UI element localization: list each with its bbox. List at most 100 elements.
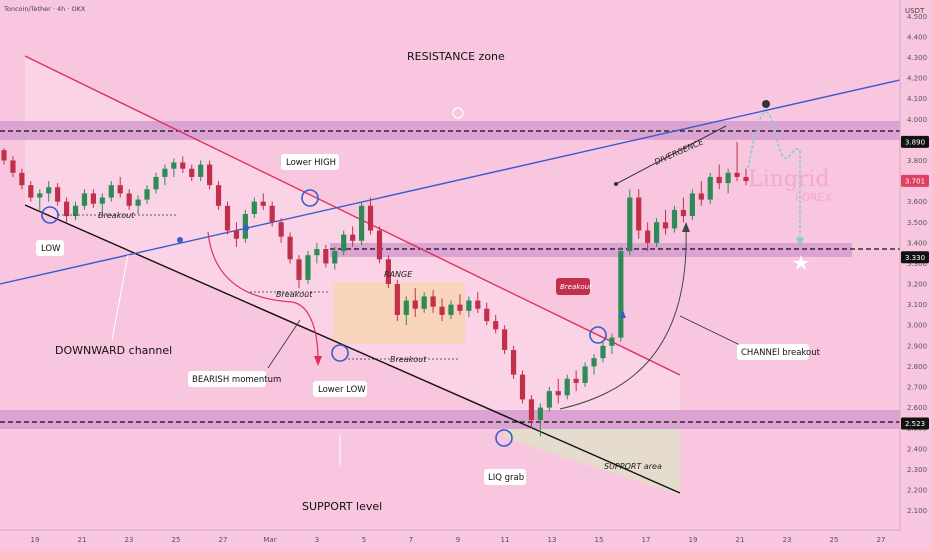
x-tick-label: 7 xyxy=(409,536,413,544)
touch-point-1 xyxy=(177,237,183,243)
y-tick-label: 3.000 xyxy=(907,322,927,330)
projection-path xyxy=(747,111,801,242)
y-tick-label: 2.100 xyxy=(907,507,927,515)
candle-body xyxy=(46,187,52,194)
x-tick-label: 19 xyxy=(31,536,40,544)
candle-body xyxy=(707,176,713,200)
pill-lower-low: Lower LOW xyxy=(313,381,367,397)
x-axis-ticks: 19 21 23 25 27 Mar 3 5 7 9 11 13 15 17 19 21 23 25 27 xyxy=(31,536,886,544)
y-tick-label: 2.900 xyxy=(907,342,927,350)
divergence-line xyxy=(615,125,727,185)
x-axis-panel[interactable] xyxy=(0,530,932,550)
candle-body xyxy=(108,185,114,198)
y-tick-label: 3.200 xyxy=(907,281,927,289)
red-trendline[interactable] xyxy=(24,55,681,376)
candle-body xyxy=(314,249,320,256)
candle-body xyxy=(600,345,606,359)
blue-trendline[interactable] xyxy=(0,79,901,285)
pill-channel-breakout: CHANNEl breakout xyxy=(737,344,821,360)
mid-zone xyxy=(330,243,852,257)
candle-body xyxy=(171,162,177,169)
candle-body xyxy=(546,391,552,408)
candle-body xyxy=(698,193,704,200)
candle-body xyxy=(394,284,400,315)
x-tick-label: 9 xyxy=(456,536,460,544)
x-tick-label: 21 xyxy=(78,536,87,544)
breakout-label-1: Breakout xyxy=(98,211,135,220)
price-tag-label: 3.701 xyxy=(905,177,925,185)
pill-bearish-momentum: BEARISH momentum xyxy=(188,371,281,387)
pivot-breakout xyxy=(589,326,607,344)
pill-low: LOW xyxy=(36,240,64,256)
pivot-lower-low xyxy=(331,344,349,362)
candle-body xyxy=(367,205,374,231)
y-tick-label: 3.800 xyxy=(907,157,927,165)
downward-channel-label: DOWNWARD channel xyxy=(55,344,172,357)
candle-body xyxy=(448,304,454,315)
candle-body xyxy=(591,358,597,367)
candle-body xyxy=(385,259,392,285)
x-tick-label: 3 xyxy=(315,536,319,544)
y-tick-label: 2.800 xyxy=(907,363,927,371)
candle-body xyxy=(269,205,275,223)
watermark-sub: FOREX xyxy=(795,191,833,204)
candle-body xyxy=(63,201,70,217)
y-tick-label: 2.700 xyxy=(907,384,927,392)
x-tick-label: 5 xyxy=(362,536,366,544)
support-level-zone xyxy=(0,410,900,429)
candle-body xyxy=(117,185,123,194)
candle-body xyxy=(609,337,615,346)
candle-body xyxy=(215,185,222,206)
candle-body xyxy=(287,236,293,260)
candle-body xyxy=(412,300,418,309)
candle-body xyxy=(358,205,365,241)
candle-body xyxy=(421,296,427,309)
x-tick-label: 27 xyxy=(219,536,228,544)
candle-body xyxy=(350,234,356,241)
lower-low-text: Lower LOW xyxy=(318,385,366,395)
range-label: RANGE xyxy=(384,270,413,279)
price-tag-label: 3.330 xyxy=(905,254,925,262)
candle-body xyxy=(72,205,79,217)
candle-body xyxy=(582,366,588,383)
candle-body xyxy=(439,306,445,315)
channel-breakout-connector xyxy=(679,315,741,346)
x-tick-label: 19 xyxy=(689,536,698,544)
candle-body xyxy=(224,205,231,231)
projection-arrow-icon xyxy=(796,238,804,246)
candle-body xyxy=(251,201,257,215)
support-area-fill xyxy=(505,425,680,495)
y-tick-label: 3.600 xyxy=(907,198,927,206)
candle-body xyxy=(645,230,651,243)
candle-body xyxy=(180,162,186,169)
bearish-momentum-curve xyxy=(207,231,319,361)
y-tick-label: 3.100 xyxy=(907,301,927,309)
x-tick-label: 25 xyxy=(830,536,839,544)
candle-body xyxy=(662,222,669,229)
target-star-icon xyxy=(793,255,809,270)
candle-body xyxy=(305,255,311,280)
candle-body xyxy=(19,172,25,186)
candle-body xyxy=(555,391,561,396)
touch-point-2 xyxy=(243,225,249,231)
candle-body xyxy=(198,164,204,177)
x-tick-label: 11 xyxy=(501,536,510,544)
watermark-brand: Lingrid xyxy=(748,167,830,192)
candle-body xyxy=(573,378,579,383)
y-axis-panel[interactable] xyxy=(900,0,932,550)
candle-body xyxy=(466,300,472,311)
y-tick-label: 2.300 xyxy=(907,466,927,474)
candle-body xyxy=(332,251,338,264)
y-tick-label: 4.500 xyxy=(907,13,927,21)
y-tick-label: 3.300 xyxy=(907,260,927,268)
x-tick-label: Mar xyxy=(263,536,276,544)
candle-body xyxy=(144,189,150,200)
candle-body xyxy=(153,176,159,190)
candle-body xyxy=(323,249,329,264)
price-tag-box xyxy=(901,174,929,187)
candle-body xyxy=(126,193,132,206)
pill-liq-grab: LIQ grab xyxy=(484,469,526,485)
currency-label: USDT xyxy=(905,7,925,15)
